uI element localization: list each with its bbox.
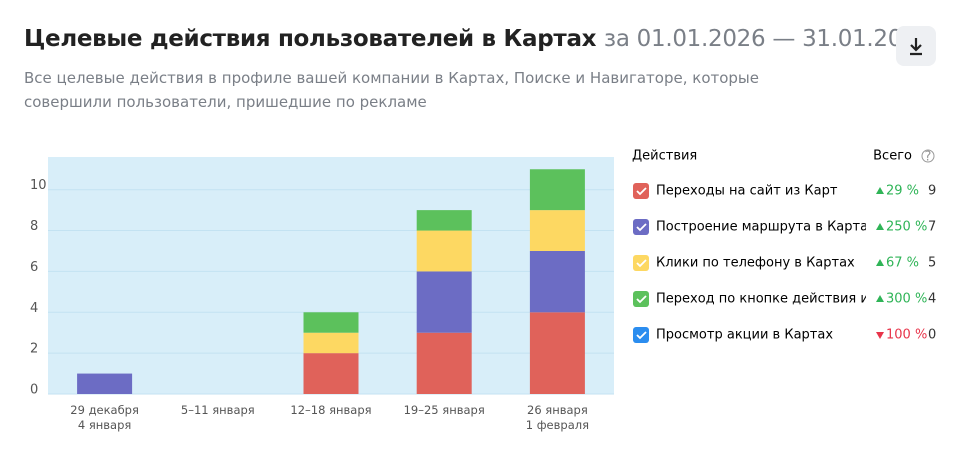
change-label: 67 % bbox=[886, 256, 919, 271]
total-value: 7 bbox=[928, 220, 936, 235]
legend-checkbox bbox=[633, 219, 649, 235]
bar-segment bbox=[77, 373, 133, 394]
legend-entry: Переход по кнопке действия из bbox=[656, 292, 876, 307]
legend-checkbox bbox=[633, 255, 649, 271]
help-icon-mark: ? bbox=[925, 150, 932, 165]
legend-entry: Просмотр акции в Картах bbox=[656, 328, 833, 343]
legend-entry: Переходы на сайт из Карт bbox=[656, 184, 838, 199]
trend-arrow bbox=[876, 259, 884, 266]
total-title: Всего bbox=[873, 149, 912, 164]
help-icon[interactable] bbox=[921, 149, 935, 163]
bar-segment bbox=[303, 312, 359, 333]
legend-title: Действия bbox=[632, 149, 697, 164]
bar-segment bbox=[529, 169, 585, 211]
y-tick-label: 2 bbox=[30, 342, 38, 357]
y-tick-label: 6 bbox=[30, 260, 38, 275]
change-label: 300 % bbox=[886, 292, 927, 307]
y-tick-label: 4 bbox=[30, 301, 38, 316]
bar-segment bbox=[416, 230, 472, 272]
bar-segment bbox=[416, 271, 472, 333]
trend-arrow bbox=[876, 332, 884, 339]
download-icon bbox=[910, 38, 922, 56]
title: Целевые действия пользователей в Картах … bbox=[24, 26, 931, 52]
change-label: 250 % bbox=[886, 220, 927, 235]
legend-checkbox bbox=[633, 183, 649, 199]
bar-segment bbox=[529, 210, 585, 251]
bar-segment bbox=[303, 332, 359, 354]
title-text: Целевые действия пользователей в Картах bbox=[24, 26, 597, 52]
x-tick-label: 29 декабря 4 января bbox=[70, 403, 139, 432]
change-label: 29 % bbox=[886, 184, 919, 199]
bar-segment bbox=[529, 250, 585, 313]
bar-segment bbox=[303, 353, 359, 394]
trend-arrow bbox=[876, 223, 884, 230]
trend-arrow bbox=[876, 187, 884, 194]
x-tick-label: 26 января 1 февраля bbox=[525, 403, 590, 432]
period: за 01.01.2026 — 31.01.2026 bbox=[603, 26, 931, 52]
total-value: 9 bbox=[928, 184, 936, 199]
subtitle: Все целевые действия в профиле вашей ком… bbox=[24, 69, 759, 111]
total-value: 4 bbox=[928, 292, 936, 307]
trend-arrow bbox=[876, 295, 884, 302]
legend-entry: Клики по телефону в Картах bbox=[656, 256, 855, 271]
checkmark bbox=[636, 331, 647, 340]
legend-checkbox bbox=[633, 291, 649, 307]
y-tick-label: 10 bbox=[30, 178, 47, 193]
checkmark bbox=[636, 187, 647, 196]
x-tick-label: 19–25 января bbox=[403, 403, 485, 417]
y-tick-label: 0 bbox=[30, 383, 38, 398]
legend-checkbox bbox=[633, 327, 649, 343]
x-tick-label: 12–18 января bbox=[290, 403, 372, 417]
total-value: 0 bbox=[928, 328, 936, 343]
checkmark bbox=[636, 259, 647, 268]
y-tick-label: 8 bbox=[30, 219, 38, 234]
x-tick-label: 5–11 января bbox=[180, 403, 255, 417]
bar-segment bbox=[529, 312, 585, 394]
bar-segment bbox=[416, 210, 472, 231]
legend-entry: Построение маршрута в Картах bbox=[656, 220, 876, 235]
total-value: 5 bbox=[928, 256, 936, 271]
checkmark bbox=[636, 223, 647, 232]
change-label: 100 % bbox=[886, 328, 927, 343]
bar-segment bbox=[416, 332, 472, 394]
checkmark bbox=[636, 295, 647, 304]
download-button[interactable] bbox=[896, 26, 936, 66]
